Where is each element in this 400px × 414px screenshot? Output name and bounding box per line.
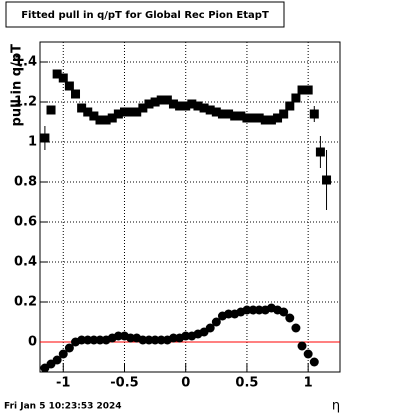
point	[217, 109, 227, 119]
y-tick-label: 0	[28, 335, 37, 350]
point	[181, 101, 191, 111]
point	[224, 109, 234, 119]
point	[77, 103, 87, 113]
point	[291, 93, 301, 103]
point	[101, 115, 111, 125]
point	[254, 113, 264, 123]
x-tick-label: 0	[181, 376, 190, 391]
point	[260, 115, 270, 125]
y-tick-label: 1.4	[14, 55, 37, 70]
point	[291, 323, 301, 333]
point	[144, 99, 154, 109]
point	[279, 109, 289, 119]
point	[89, 111, 99, 121]
point	[315, 147, 325, 157]
point	[162, 95, 172, 105]
point	[242, 113, 252, 123]
y-tick-label: 0.4	[14, 255, 37, 270]
point	[248, 113, 258, 123]
point	[211, 317, 221, 327]
point	[309, 357, 319, 367]
y-tick-label: 1	[28, 135, 37, 150]
point	[297, 341, 307, 351]
plot-frame	[39, 41, 341, 373]
point	[40, 133, 50, 143]
point	[230, 111, 240, 121]
point	[46, 105, 56, 115]
point	[150, 97, 160, 107]
y-tick-label: 0.6	[14, 215, 37, 230]
point	[199, 103, 209, 113]
point	[205, 105, 215, 115]
point	[273, 113, 283, 123]
x-axis-label: η	[332, 399, 340, 414]
point	[52, 355, 62, 365]
chart-title: Fitted pull in q/pT for Global Rec Pion …	[21, 10, 269, 21]
x-tick-label: 0.5	[235, 376, 258, 391]
x-tick-label: -0.5	[110, 376, 138, 391]
point	[138, 103, 148, 113]
point	[58, 73, 68, 83]
y-tick-label: 0.8	[14, 175, 37, 190]
point	[156, 95, 166, 105]
point	[211, 107, 221, 117]
point	[64, 343, 74, 353]
point	[119, 107, 129, 117]
point	[113, 109, 123, 119]
point	[193, 101, 203, 111]
point	[322, 175, 332, 185]
y-tick-label: 1.2	[14, 95, 37, 110]
point	[266, 115, 276, 125]
point	[303, 349, 313, 359]
point	[205, 323, 215, 333]
point	[175, 101, 185, 111]
point	[303, 85, 313, 95]
title-box	[5, 1, 285, 28]
footer: Fri Jan 5 10:23:53 2024	[4, 402, 122, 412]
point	[64, 81, 74, 91]
point	[285, 101, 295, 111]
point	[71, 89, 81, 99]
point	[309, 109, 319, 119]
x-tick-label: 1	[304, 376, 313, 391]
y-axis-label: pull in q/pT	[10, 44, 25, 127]
point	[58, 349, 68, 359]
point	[95, 115, 105, 125]
point	[107, 113, 117, 123]
x-tick-label: -1	[56, 376, 70, 391]
point	[285, 313, 295, 323]
point	[126, 107, 136, 117]
point	[187, 99, 197, 109]
point	[236, 111, 246, 121]
point	[279, 307, 289, 317]
point	[83, 107, 93, 117]
point	[168, 99, 178, 109]
y-tick-label: 0.2	[14, 295, 37, 310]
point	[297, 85, 307, 95]
point	[132, 107, 142, 117]
point	[52, 69, 62, 79]
